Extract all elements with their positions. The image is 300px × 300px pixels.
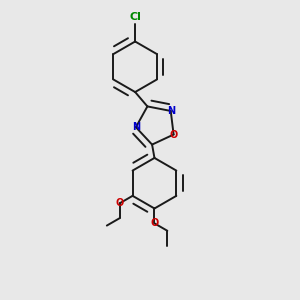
Text: O: O [116,198,124,208]
Text: O: O [169,130,178,140]
Text: O: O [150,218,159,228]
Text: N: N [132,122,140,132]
Text: Cl: Cl [129,11,141,22]
Text: N: N [167,106,175,116]
